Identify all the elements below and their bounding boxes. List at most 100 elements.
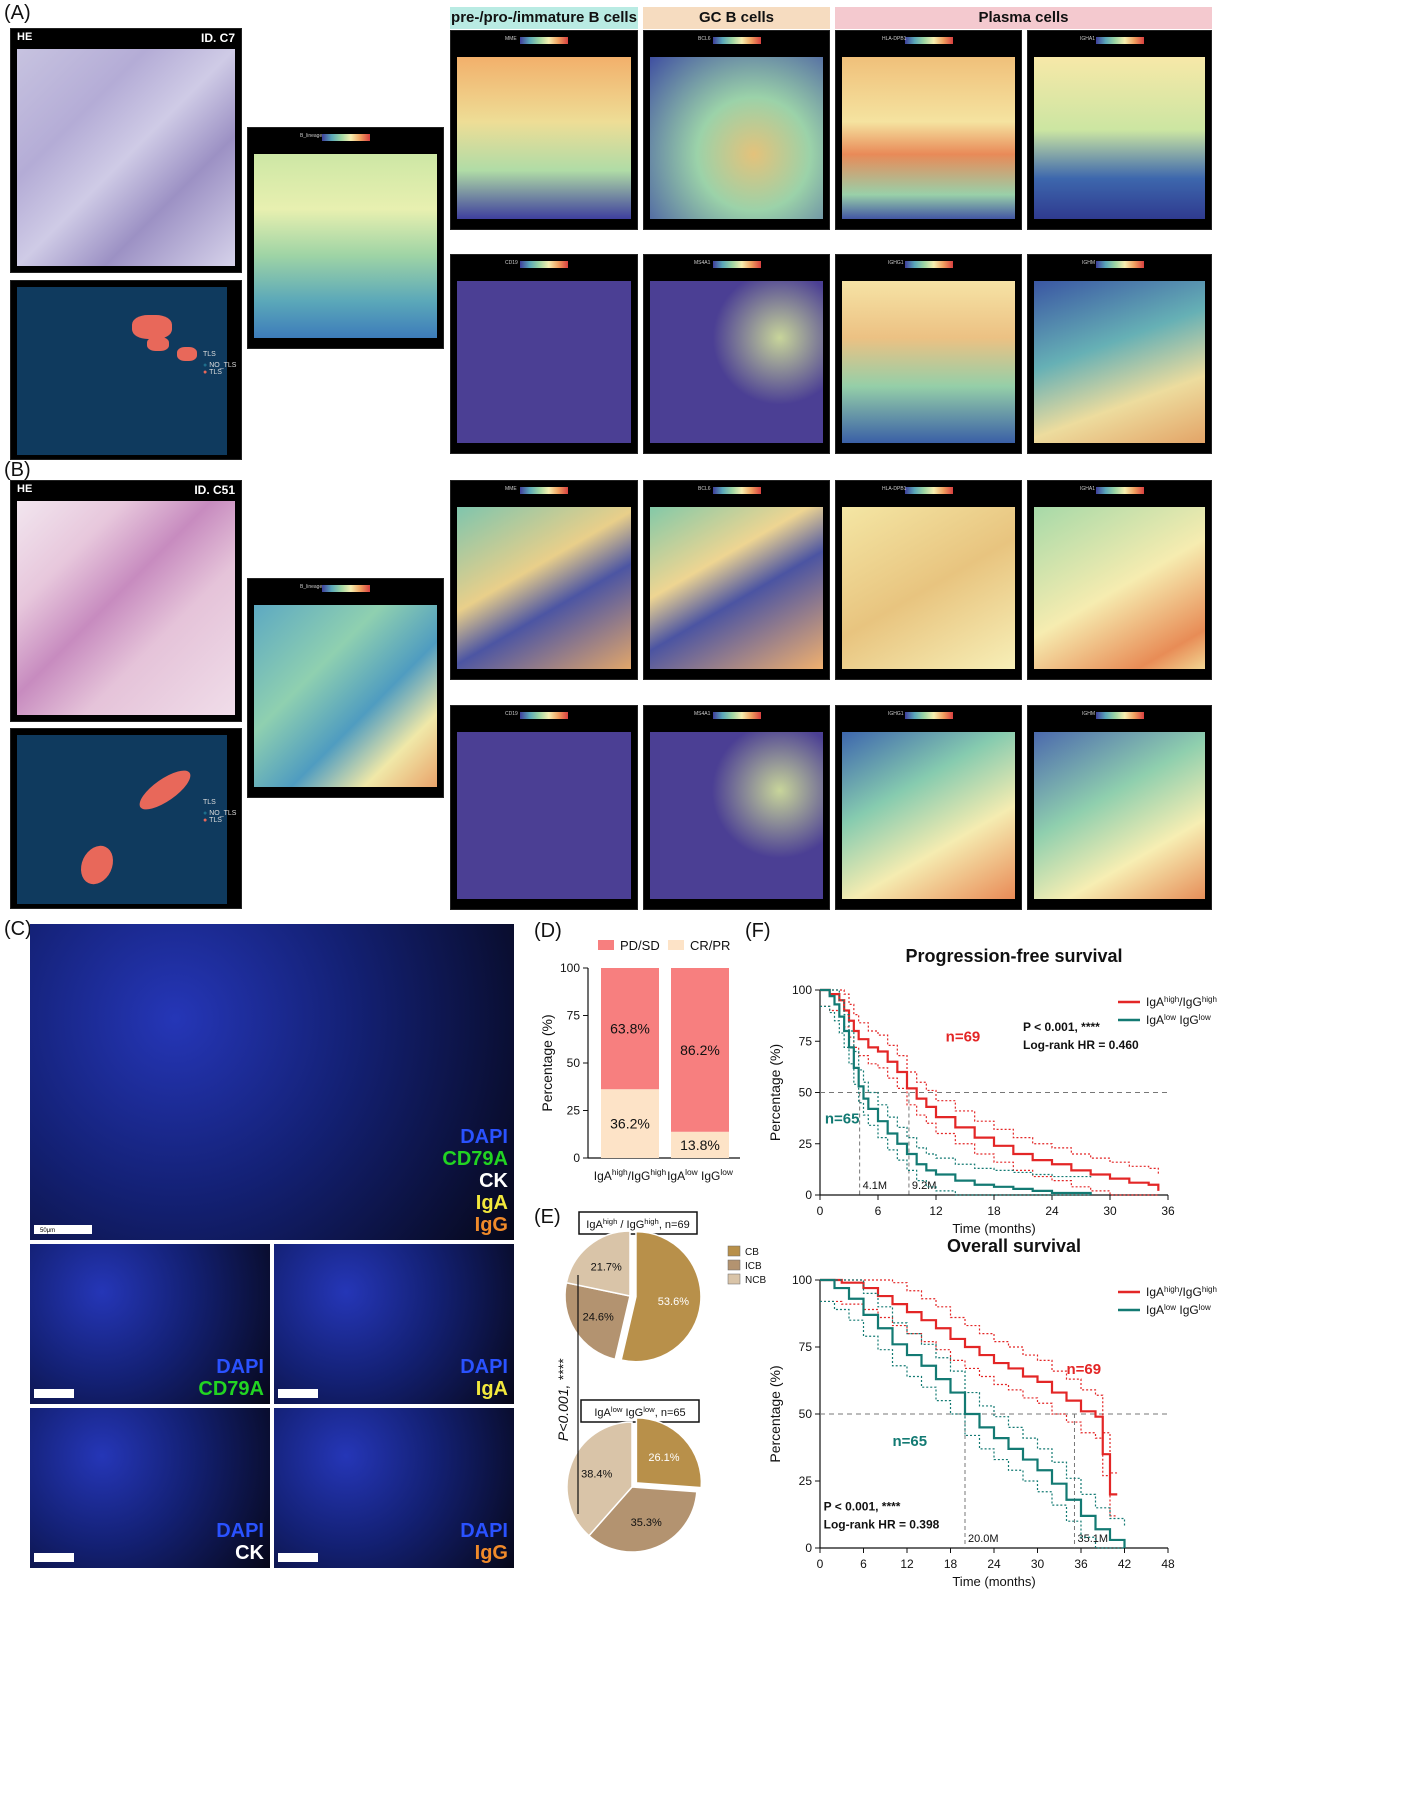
panel-label-d: (D) <box>534 920 562 942</box>
F1-title: Progression-free survival <box>905 946 1122 966</box>
panel-label-f: (F) <box>745 920 771 942</box>
channel-label: CD79A <box>198 1378 264 1400</box>
scale-bar <box>278 1389 318 1398</box>
a-header-immature: pre-/pro-/immature B cells <box>450 7 638 29</box>
c-channel-legend: DAPI CD79A CK IgA IgG <box>442 1126 508 1236</box>
d-value-label: 63.8% <box>610 1021 650 1037</box>
b-gene-map: IGHM <box>1027 705 1212 910</box>
spatial-expression <box>1034 57 1205 219</box>
d-legend-label: PD/SD <box>620 938 660 953</box>
a-gene-map: CD19 <box>450 254 638 454</box>
d-y-tick-label: 0 <box>573 1151 580 1165</box>
e-pie-slice-label: 53.6% <box>658 1296 689 1308</box>
if-image <box>274 1244 514 1404</box>
b-sample-id: ID. C51 <box>194 483 235 497</box>
gene-label: BCL6 <box>698 36 711 42</box>
F2-x-tick-label: 42 <box>1118 1557 1132 1571</box>
e-legend-swatch <box>727 1273 741 1285</box>
b-gene-map: BCL6 <box>643 480 830 680</box>
spatial-expression <box>457 57 631 219</box>
d-y-axis-label: Percentage (%) <box>539 1014 555 1111</box>
F2-ci-upper <box>820 1279 1118 1474</box>
a-gene-map: MME <box>450 30 638 230</box>
colorbar <box>904 37 953 44</box>
a-header-plasma: Plasma cells <box>835 7 1212 29</box>
if-image <box>30 924 514 1240</box>
d-bar-segment <box>671 1131 729 1158</box>
F1-x-tick-label: 18 <box>987 1204 1001 1218</box>
F2-hr: Log-rank HR = 0.398 <box>824 1517 940 1531</box>
F1-x-tick-label: 30 <box>1103 1204 1117 1218</box>
d-y-tick-label: 25 <box>567 1104 581 1118</box>
F1-p-value: P < 0.001, **** <box>1023 1020 1100 1034</box>
F1-ci-lower <box>820 1005 1091 1196</box>
F2-p-value: P < 0.001, **** <box>824 1499 901 1513</box>
F1-x-axis-label: Time (months) <box>952 1221 1035 1236</box>
F1-legend-label: IgAlow IgGlow <box>1146 1013 1211 1028</box>
a-tls-legend: TLS ● NO_TLS ● TLS <box>203 351 237 376</box>
d-y-tick-label: 100 <box>560 961 580 975</box>
a-tls-legend-item: TLS <box>209 369 222 376</box>
e-pie-slice <box>566 1421 633 1537</box>
F2-x-tick-label: 24 <box>987 1557 1001 1571</box>
F1-x-tick-label: 12 <box>929 1204 943 1218</box>
b-gene-map: IGHG1 <box>835 705 1022 910</box>
spatial-expression <box>1034 507 1205 669</box>
e-pie-slice-label: 26.1% <box>648 1452 679 1464</box>
d-value-label: 86.2% <box>680 1042 720 1058</box>
gene-label: MS4A1 <box>694 711 711 717</box>
gene-label: IGHG1 <box>888 711 904 717</box>
colorbar <box>321 585 370 592</box>
spatial-expression <box>457 507 631 669</box>
F1-x-tick-label: 0 <box>817 1204 824 1218</box>
spatial-expression <box>650 507 823 669</box>
a-tls-region <box>147 337 169 351</box>
F2-series-line <box>820 1278 1126 1548</box>
F2-median-label: 20.0M <box>968 1533 999 1545</box>
F1-hr: Log-rank HR = 0.460 <box>1023 1038 1139 1052</box>
d-bar-segment <box>671 968 729 1132</box>
gene-label: CD19 <box>505 711 518 717</box>
F1-y-tick-label: 0 <box>805 1188 812 1202</box>
if-image <box>30 1244 270 1404</box>
F1-n-label: n=69 <box>946 1028 981 1045</box>
spatial-expression <box>457 281 631 443</box>
e-pie-slice <box>587 1486 698 1553</box>
F2-legend-label: IgAhigh/IgGhigh <box>1146 1285 1217 1300</box>
e-pie-slice <box>565 1230 631 1297</box>
F2-x-tick-label: 18 <box>944 1557 958 1571</box>
gene-label: B_lineage <box>300 133 323 139</box>
colorbar <box>1095 261 1144 268</box>
colorbar <box>712 712 761 719</box>
d-value-label: 36.2% <box>610 1116 650 1132</box>
channel-label-igg: IgG <box>474 1214 508 1236</box>
scale-bar <box>34 1389 74 1398</box>
F1-n-label: n=65 <box>825 1110 860 1127</box>
spatial-expression <box>842 57 1015 219</box>
channel-label-dapi: DAPI <box>460 1126 508 1148</box>
F2-x-axis-label: Time (months) <box>952 1574 1035 1589</box>
a-tls-region <box>177 347 197 361</box>
b-tls-legend: TLS ● NO_TLS ● TLS <box>203 799 237 824</box>
spatial-expression <box>457 732 631 899</box>
a-gene-map: BCL6 <box>643 30 830 230</box>
if-image <box>274 1408 514 1568</box>
colorbar <box>904 261 953 268</box>
a-gene-map: IGHG1 <box>835 254 1022 454</box>
channel-label: DAPI <box>216 1356 264 1378</box>
colorbar <box>904 712 953 719</box>
F2-ci-lower <box>820 1300 1125 1549</box>
scale-bar <box>278 1553 318 1562</box>
a-gene-map: HLA-DPB1 <box>835 30 1022 230</box>
a-tls-legend-item: NO_TLS <box>209 362 237 369</box>
F2-y-tick-label: 100 <box>792 1273 812 1287</box>
F2-ci-lower <box>820 1300 1118 1517</box>
channel-label: IgG <box>474 1542 508 1564</box>
gene-label: MME <box>505 36 517 42</box>
a-gene-map: IGHM <box>1027 254 1212 454</box>
channel-label: DAPI <box>216 1520 264 1542</box>
colorbar <box>712 37 761 44</box>
d-bar-segment <box>601 968 659 1090</box>
spatial-expression <box>842 732 1015 899</box>
gene-label: IGHM <box>1082 711 1096 717</box>
